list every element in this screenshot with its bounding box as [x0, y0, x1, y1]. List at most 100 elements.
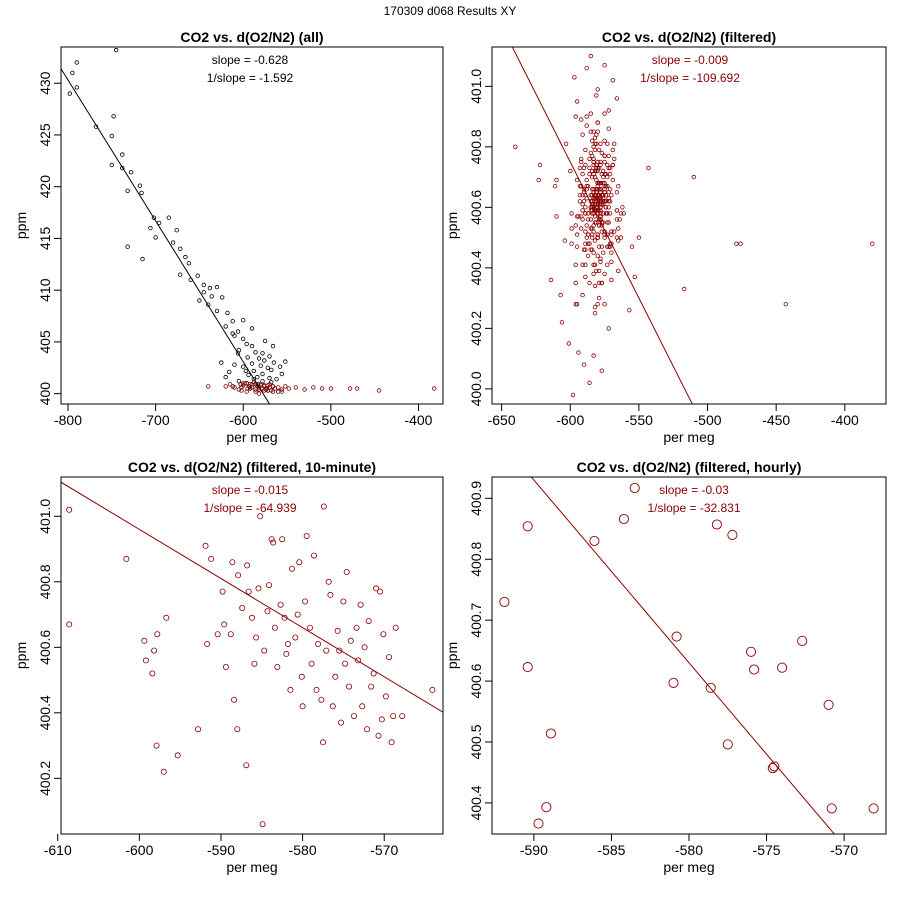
- y-axis-label: ppm: [444, 642, 460, 669]
- figure-title: 170309 d068 Results XY: [384, 4, 517, 18]
- data-point: [601, 211, 606, 216]
- data-point: [606, 220, 611, 225]
- data-point: [174, 752, 181, 759]
- data-point: [823, 699, 834, 710]
- data-point: [238, 382, 243, 387]
- data-point: [738, 241, 743, 246]
- data-point: [592, 238, 598, 243]
- data-point: [376, 388, 382, 393]
- data-point: [343, 569, 350, 576]
- data-point: [603, 211, 609, 216]
- data-point: [186, 261, 192, 266]
- data-point: [354, 386, 360, 391]
- data-point: [602, 138, 607, 143]
- data-point: [243, 762, 250, 769]
- data-point: [66, 621, 73, 628]
- data-point: [606, 165, 611, 171]
- data-point: [390, 713, 397, 720]
- x-tick-label: -570: [830, 842, 858, 858]
- y-tick-label: 400.4: [468, 250, 484, 285]
- data-point: [271, 624, 278, 631]
- data-point: [614, 189, 620, 195]
- data-point: [259, 821, 266, 828]
- data-point: [223, 384, 228, 389]
- slope-annotation: 1/slope = -64.939: [203, 501, 296, 515]
- data-point: [569, 211, 574, 216]
- data-point: [283, 650, 290, 657]
- y-tick-label: 401.0: [468, 69, 484, 104]
- data-point: [616, 238, 621, 243]
- data-point: [595, 186, 600, 192]
- data-point: [574, 244, 580, 249]
- data-point: [583, 274, 588, 280]
- data-point: [603, 199, 609, 204]
- data-point: [797, 635, 808, 646]
- data-point: [195, 726, 202, 733]
- data-point: [148, 225, 153, 231]
- data-point: [235, 572, 242, 579]
- data-point: [598, 186, 603, 192]
- data-point: [595, 120, 600, 125]
- data-point: [229, 559, 236, 566]
- data-point: [585, 232, 591, 237]
- data-point: [123, 555, 130, 562]
- data-point: [591, 223, 596, 228]
- data-point: [558, 292, 563, 298]
- data-point: [614, 96, 620, 101]
- data-point: [197, 298, 202, 303]
- data-point: [590, 138, 595, 143]
- data-point: [230, 319, 235, 324]
- data-point: [588, 208, 593, 213]
- data-point: [596, 199, 602, 204]
- y-tick-label: 400.4: [468, 785, 484, 820]
- data-point: [204, 641, 211, 648]
- data-point: [584, 65, 589, 71]
- data-point: [153, 742, 160, 749]
- data-point: [596, 244, 602, 249]
- data-point: [598, 159, 603, 165]
- data-point: [610, 162, 615, 168]
- data-point: [279, 387, 284, 392]
- data-point: [609, 229, 614, 234]
- plot-frame: [60, 46, 444, 405]
- y-tick-label: 415: [37, 227, 53, 251]
- data-point: [205, 384, 211, 389]
- x-tick-label: -700: [142, 412, 170, 428]
- data-point: [592, 311, 598, 316]
- data-point: [601, 180, 606, 186]
- data-point: [605, 220, 610, 225]
- data-point: [612, 141, 617, 146]
- data-point: [230, 696, 237, 703]
- data-point: [128, 169, 134, 175]
- data-point: [74, 85, 79, 90]
- data-point: [279, 371, 284, 377]
- data-point: [554, 177, 559, 183]
- data-point: [242, 381, 248, 386]
- data-point: [235, 329, 241, 334]
- data-point: [261, 647, 268, 654]
- data-point: [125, 244, 130, 249]
- chart-title: CO2 vs. d(O2/N2) (all): [180, 29, 323, 45]
- data-point: [591, 271, 596, 277]
- data-point: [320, 503, 327, 510]
- x-tick-label: -400: [404, 412, 432, 428]
- data-point: [574, 232, 580, 237]
- data-point: [745, 646, 757, 657]
- data-point: [342, 660, 349, 667]
- data-point: [607, 171, 613, 177]
- data-point: [177, 246, 183, 251]
- data-point: [579, 159, 584, 165]
- data-point: [598, 256, 603, 261]
- data-point: [591, 186, 596, 192]
- data-point: [340, 598, 347, 605]
- data-point: [588, 192, 593, 198]
- data-point: [548, 277, 554, 283]
- data-point: [596, 165, 602, 171]
- data-point: [682, 286, 687, 292]
- data-point: [577, 165, 583, 171]
- data-point: [240, 364, 246, 369]
- data-point: [599, 280, 604, 286]
- data-point: [226, 369, 232, 375]
- y-tick-label: 401.0: [37, 499, 53, 534]
- data-point: [620, 205, 625, 210]
